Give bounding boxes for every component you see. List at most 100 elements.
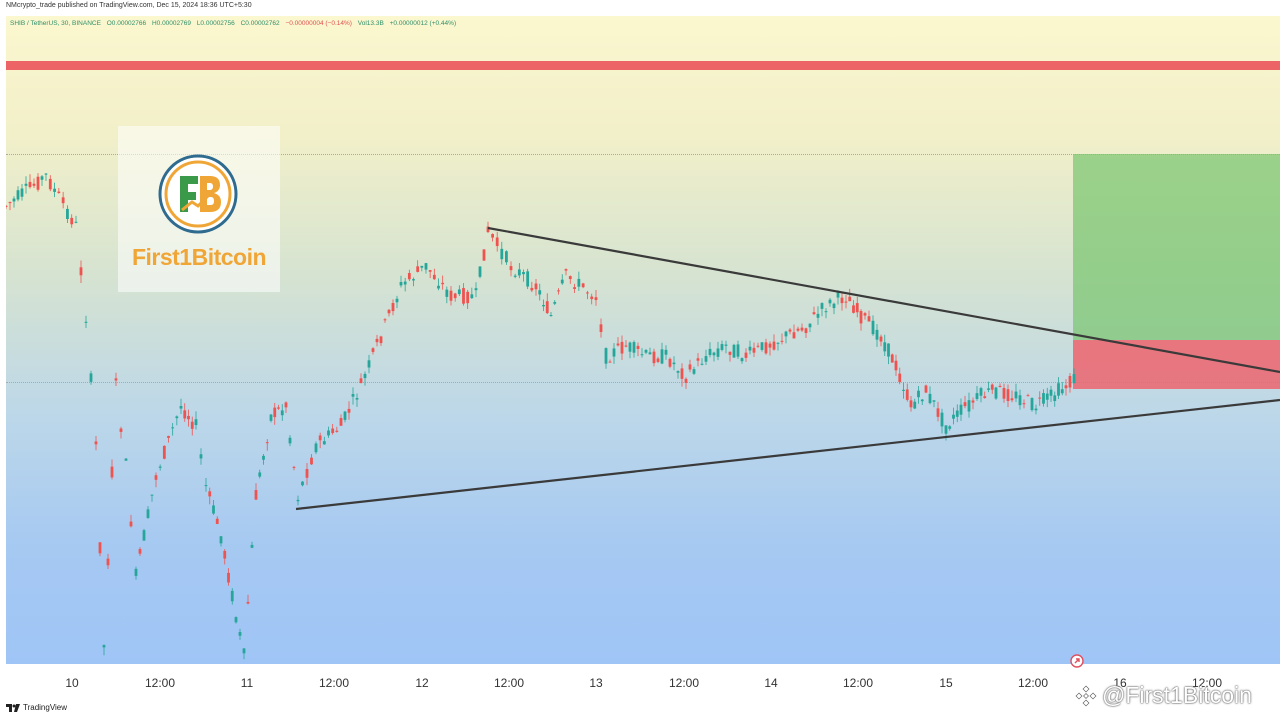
candle-body (998, 385, 1002, 388)
candle-body (724, 344, 728, 346)
candle-body (664, 349, 668, 355)
candle-body (138, 549, 142, 554)
candle-body (736, 344, 740, 357)
candle-body (322, 441, 326, 445)
candle-body (230, 590, 234, 602)
take-profit-zone[interactable] (1073, 154, 1280, 340)
time-tick: 10 (65, 676, 79, 690)
candle-body (948, 426, 952, 429)
candle-body (208, 491, 212, 497)
candle-body (94, 441, 98, 445)
candle-body (672, 362, 676, 365)
candle-body (387, 309, 391, 314)
candle-body (909, 400, 913, 408)
candle-body (98, 542, 102, 554)
candle-body (768, 343, 772, 348)
candlestick-plot[interactable] (6, 16, 1280, 664)
candle-body (288, 437, 292, 444)
candle-body (367, 360, 371, 368)
candle-body (254, 490, 258, 500)
watermark: @First1Bitcoin (1074, 682, 1252, 709)
candle-body (828, 299, 832, 304)
candle-body (199, 454, 203, 459)
candle-body (84, 321, 88, 323)
candle-body (486, 226, 490, 233)
candle-body (808, 323, 812, 328)
candle-body (331, 428, 335, 434)
binance-square-icon (1075, 685, 1097, 706)
candle-body (1072, 374, 1076, 384)
close-value: C0.00002762 (240, 20, 280, 27)
candle-body (696, 358, 700, 361)
candle-body (424, 263, 428, 270)
candle-body (792, 332, 796, 339)
descending-trendline[interactable] (487, 226, 1280, 374)
candle-body (863, 313, 867, 316)
candle-body (457, 289, 461, 295)
candle-body (573, 287, 576, 289)
candle-body (124, 458, 128, 461)
candle-body (764, 342, 768, 354)
logo-text: First1Bitcoin (131, 244, 267, 270)
candle-body (963, 402, 967, 407)
candle-body (542, 304, 545, 307)
candle-body (728, 351, 732, 355)
tradingview-brand: TradingView (23, 703, 68, 712)
candle-body (522, 271, 525, 275)
ascending-trendline[interactable] (295, 398, 1280, 511)
resistance-band[interactable] (6, 61, 1280, 70)
candle-body (6, 205, 8, 207)
candle-body (608, 361, 612, 363)
candle-body (740, 358, 744, 362)
candle-body (428, 270, 432, 272)
brand-logo-box: First1Bitcoin (118, 126, 280, 292)
candle-body (1049, 389, 1053, 396)
stop-loss-zone[interactable] (1073, 340, 1280, 389)
candle-body (277, 407, 280, 409)
candle-body (553, 302, 557, 304)
open-value: O0.00002766 (106, 20, 147, 27)
candle-body (1002, 387, 1006, 399)
candle-body (347, 408, 351, 413)
candle-body (327, 430, 330, 436)
candle-body (383, 319, 387, 321)
symbol-label[interactable]: SHIB / TetherUS, 30, BINANCE (10, 20, 101, 27)
candle-body (594, 297, 598, 301)
candle-body (788, 329, 792, 332)
candle-body (158, 466, 162, 468)
candle-body (1034, 408, 1038, 411)
tradingview-logo-icon (6, 703, 20, 712)
scroll-to-realtime-icon[interactable] (1070, 654, 1084, 668)
candle-body (887, 343, 890, 357)
chart-area[interactable]: SHIB / TetherUS, 30, BINANCE O0.00002766… (6, 16, 1280, 664)
candle-body (1064, 385, 1068, 389)
candle-body (375, 338, 379, 343)
time-axis[interactable]: 10 12:00 11 12:00 12 12:00 13 12:00 14 12:00 15 12:… (6, 664, 1280, 702)
candle-body (399, 282, 403, 286)
candle-body (620, 341, 624, 354)
candle-body (668, 358, 672, 367)
candle-body (89, 373, 93, 382)
candle-body (684, 378, 688, 383)
candle-body (1068, 376, 1072, 388)
candle-body (530, 287, 534, 291)
time-tick: 15 (939, 676, 953, 690)
candle-body (920, 399, 924, 402)
candle-body (917, 390, 920, 398)
ohlc-legend: SHIB / TetherUS, 30, BINANCE O0.00002766… (10, 20, 460, 27)
candle-body (836, 292, 840, 298)
candle-body (462, 288, 465, 304)
candle-body (134, 568, 138, 576)
candle-body (928, 393, 932, 404)
candle-body (250, 544, 254, 548)
candle-body (513, 275, 517, 277)
volume-change-value: +0.00000012 (+0.44%) (389, 20, 457, 27)
candle-body (599, 324, 603, 332)
candle-body (1038, 397, 1042, 399)
candle-body (395, 298, 399, 303)
time-tick: 12:00 (1017, 676, 1049, 690)
candle-body (898, 373, 902, 383)
candle-body (708, 348, 712, 356)
candle-body (412, 279, 415, 281)
candle-body (959, 404, 963, 415)
